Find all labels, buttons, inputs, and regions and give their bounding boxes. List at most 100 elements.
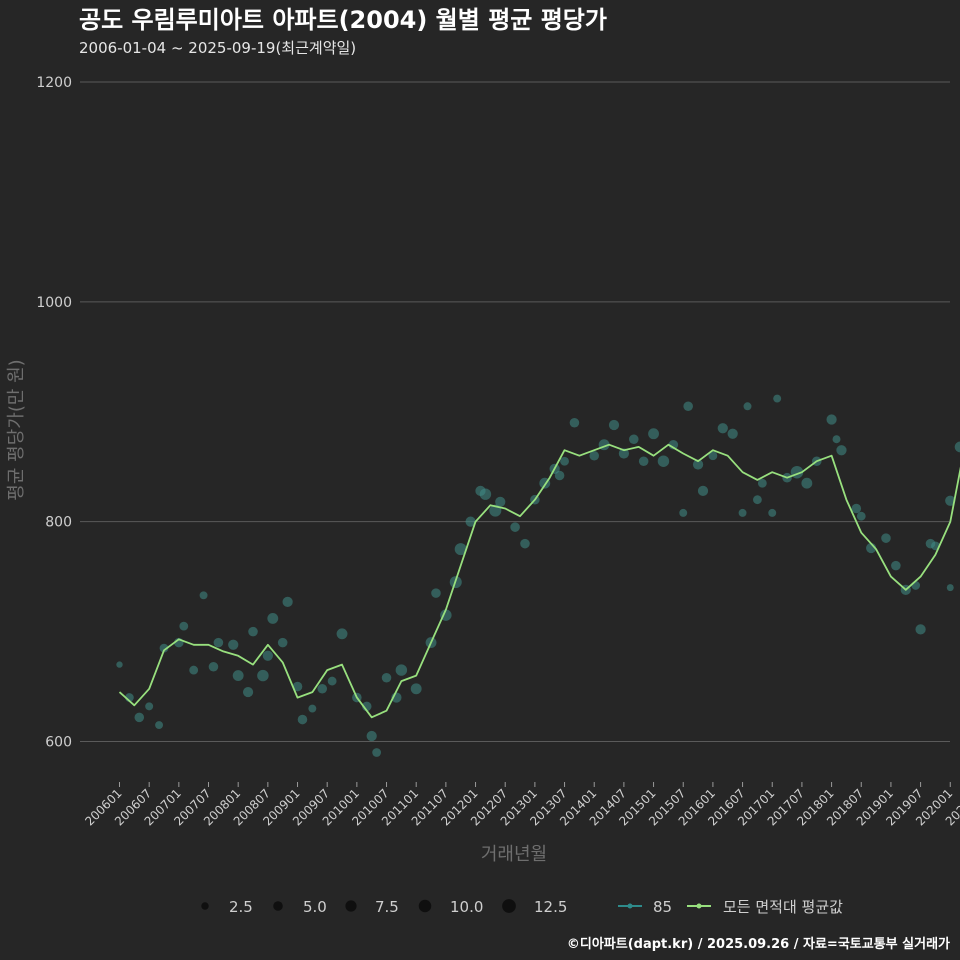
bubble-point <box>708 451 718 461</box>
bubble-point <box>608 419 620 431</box>
legend-size-keys: 2.5 5.0 7.5 10.0 12.5 <box>201 898 567 916</box>
chart-title: 공도 우림루미아트 아파트(2004) 월별 평균 평당가 <box>79 6 607 34</box>
legend-size-label: 10.0 <box>450 898 483 916</box>
average-line-series <box>118 443 960 719</box>
legend-size-bubble <box>201 902 209 910</box>
bubble-point <box>297 714 308 725</box>
bubble-point <box>145 702 154 711</box>
legend-85-label: 85 <box>653 898 672 916</box>
bubble-point <box>629 434 639 445</box>
chart-subtitle: 2006-01-04 ~ 2025-09-19(최근계약일) <box>79 39 356 57</box>
legend-size-bubble <box>502 899 516 913</box>
legend-size-label: 7.5 <box>375 898 399 916</box>
grid-lines <box>80 81 950 743</box>
legend-average-label: 모든 면적대 평균값 <box>723 898 843 916</box>
bubble-series-85 <box>116 394 960 757</box>
legend: 2.5 5.0 7.5 10.0 12.5 85 모든 면적대 평균값 <box>201 898 843 916</box>
legend-size-label: 5.0 <box>303 898 327 916</box>
bubble-point <box>372 748 382 757</box>
bubble-point <box>560 456 569 466</box>
bubble-point <box>801 477 813 489</box>
bubble-point <box>753 495 762 505</box>
bubble-point <box>657 455 670 467</box>
bubble-point <box>881 533 891 543</box>
bubble-point <box>618 448 630 459</box>
bubble-point <box>257 669 269 682</box>
bubble-point <box>213 637 224 648</box>
legend-85-dot <box>627 903 633 909</box>
bubble-point <box>155 721 164 730</box>
x-axis-title: 거래년월 <box>481 844 547 865</box>
bubble-point <box>757 478 767 488</box>
legend-series-keys: 85 모든 면적대 평균값 <box>618 898 843 916</box>
bubble-point <box>510 522 520 532</box>
y-axis-title: 평균 평당가(만 원) <box>6 359 27 500</box>
bubble-point <box>697 485 709 497</box>
bubble-point <box>836 445 847 456</box>
y-tick-label: 1200 <box>36 75 72 91</box>
legend-size-label: 2.5 <box>229 898 253 916</box>
bubble-point <box>395 664 408 676</box>
bubble-point <box>232 670 244 682</box>
bubble-point <box>648 428 659 440</box>
bubble-point <box>954 441 960 453</box>
bubble-point <box>248 626 258 637</box>
bubble-point <box>336 628 348 640</box>
bubble-point <box>228 639 239 650</box>
legend-size-bubble <box>345 900 357 912</box>
bubble-point <box>410 683 422 695</box>
x-axis-ticks: 2006012006072007012007072008012008072009… <box>82 782 960 829</box>
bubble-point <box>911 581 921 590</box>
bubble-point <box>768 508 777 517</box>
bubble-point <box>569 417 580 428</box>
bubble-point <box>479 488 492 500</box>
bubble-point <box>159 643 169 653</box>
legend-average-dot <box>696 903 702 909</box>
average-price-line <box>118 443 960 719</box>
bubble-point <box>208 662 219 672</box>
bubble-point <box>317 683 328 694</box>
bubble-point <box>945 495 956 506</box>
bubble-point <box>520 538 530 549</box>
legend-size-label: 12.5 <box>534 898 567 916</box>
bubble-point <box>554 470 565 481</box>
bubble-point <box>589 450 599 461</box>
bubble-point <box>773 394 782 403</box>
bubble-point <box>381 672 392 683</box>
bubble-point <box>743 402 752 411</box>
y-axis-ticks: 600 800 1000 1200 <box>36 75 72 751</box>
bubble-point <box>199 591 208 600</box>
bubble-point <box>327 676 337 686</box>
source-caption: ©디아파트(dapt.kr) / 2025.09.26 / 자료=국토교통부 실… <box>567 936 950 952</box>
bubble-point <box>495 496 506 508</box>
y-tick-label: 600 <box>45 735 72 751</box>
bubble-point <box>679 508 688 517</box>
bubble-point <box>738 508 747 517</box>
y-tick-label: 1000 <box>36 295 72 311</box>
bubble-point <box>891 560 901 571</box>
bubble-point <box>683 401 693 412</box>
bubble-point <box>454 543 467 556</box>
bubble-point <box>308 704 317 713</box>
bubble-point <box>267 612 279 624</box>
legend-size-bubble <box>418 899 432 913</box>
bubble-point <box>638 456 649 466</box>
bubble-point <box>692 459 704 470</box>
bubble-point <box>277 637 288 648</box>
bubble-point <box>262 650 273 661</box>
bubble-point <box>116 661 123 668</box>
bubble-point <box>242 686 254 698</box>
bubble-point <box>717 423 728 434</box>
bubble-point <box>134 712 145 723</box>
bubble-point <box>282 596 293 608</box>
bubble-point <box>179 621 189 631</box>
bubble-point <box>915 624 926 635</box>
bubble-point <box>431 588 441 598</box>
bubble-point <box>946 584 954 592</box>
bubble-point <box>832 435 841 444</box>
y-tick-label: 800 <box>45 515 72 531</box>
bubble-point <box>189 665 199 675</box>
bubble-point <box>465 516 476 527</box>
bubble-point <box>856 511 866 521</box>
